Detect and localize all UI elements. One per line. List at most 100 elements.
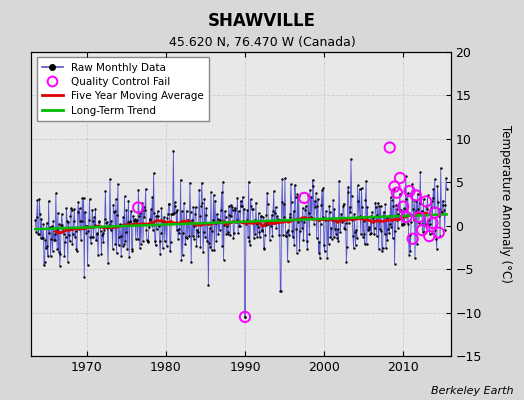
Point	[439, 198, 447, 204]
Point	[198, 200, 206, 207]
Point	[283, 258, 292, 264]
Point	[417, 209, 425, 215]
Point	[225, 203, 233, 209]
Point	[32, 229, 40, 235]
Point	[150, 210, 158, 216]
Point	[192, 243, 201, 250]
Point	[72, 246, 81, 252]
Point	[123, 246, 132, 253]
Point	[203, 221, 212, 227]
Point	[190, 222, 199, 229]
Point	[294, 219, 302, 225]
Point	[261, 232, 269, 238]
Point	[45, 230, 53, 236]
Point	[121, 193, 129, 200]
Point	[223, 228, 232, 235]
Point	[198, 180, 206, 186]
Point	[275, 232, 283, 238]
Point	[335, 214, 344, 221]
Point	[428, 220, 436, 226]
Point	[119, 214, 127, 220]
Point	[42, 245, 50, 251]
Point	[337, 211, 345, 217]
Point	[117, 252, 125, 259]
Point	[136, 210, 145, 216]
Point	[268, 233, 277, 240]
Point	[355, 214, 363, 221]
Point	[177, 256, 185, 263]
Point	[277, 288, 285, 294]
Point	[395, 216, 403, 222]
Point	[89, 218, 97, 224]
Point	[180, 220, 189, 226]
Point	[292, 249, 301, 256]
Point	[70, 206, 79, 212]
Point	[147, 222, 156, 228]
Point	[390, 184, 399, 190]
Point	[330, 206, 339, 212]
Point	[442, 175, 450, 182]
Point	[386, 144, 394, 151]
Point	[436, 165, 445, 171]
Point	[86, 234, 94, 240]
Point	[416, 169, 424, 175]
Point	[282, 233, 290, 240]
Point	[324, 240, 333, 247]
Point	[388, 235, 397, 241]
Point	[122, 207, 130, 214]
Point	[278, 176, 287, 182]
Point	[58, 222, 67, 228]
Point	[202, 211, 210, 218]
Point	[283, 228, 291, 235]
Point	[192, 204, 200, 210]
Point	[124, 198, 133, 204]
Point	[235, 222, 244, 229]
Point	[331, 225, 340, 232]
Point	[371, 199, 379, 206]
Point	[195, 212, 204, 219]
Point	[208, 247, 216, 253]
Point	[251, 231, 259, 238]
Point	[127, 208, 135, 214]
Point	[374, 199, 382, 206]
Point	[89, 234, 97, 240]
Point	[154, 212, 162, 219]
Point	[63, 258, 72, 265]
Point	[102, 220, 110, 226]
Point	[180, 200, 188, 206]
Point	[353, 235, 361, 242]
Point	[134, 187, 143, 193]
Point	[67, 205, 75, 212]
Point	[307, 214, 315, 220]
Point	[160, 238, 169, 245]
Point	[434, 230, 443, 236]
Point	[268, 211, 276, 218]
Point	[152, 226, 161, 232]
Point	[375, 246, 383, 252]
Legend: Raw Monthly Data, Quality Control Fail, Five Year Moving Average, Long-Term Tren: Raw Monthly Data, Quality Control Fail, …	[37, 57, 209, 121]
Point	[62, 205, 71, 211]
Point	[173, 206, 181, 213]
Point	[233, 216, 241, 223]
Point	[351, 229, 359, 235]
Point	[319, 214, 327, 221]
Point	[165, 201, 173, 208]
Point	[419, 196, 428, 202]
Point	[62, 234, 70, 240]
Point	[162, 220, 170, 226]
Point	[42, 220, 51, 226]
Point	[39, 221, 48, 228]
Point	[287, 199, 296, 205]
Point	[329, 197, 337, 204]
Point	[367, 230, 376, 236]
Point	[334, 226, 342, 232]
Point	[223, 223, 231, 230]
Point	[269, 208, 277, 214]
Point	[76, 218, 84, 224]
Point	[273, 213, 281, 220]
Point	[96, 228, 105, 234]
Point	[184, 220, 193, 226]
Point	[133, 217, 141, 223]
Point	[245, 238, 254, 244]
Point	[66, 238, 74, 244]
